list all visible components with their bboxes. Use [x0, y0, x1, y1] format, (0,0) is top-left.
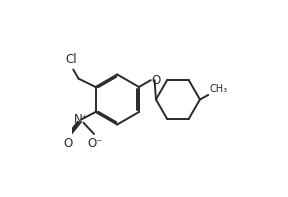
- Text: N⁺: N⁺: [74, 113, 89, 126]
- Text: CH₃: CH₃: [209, 84, 227, 94]
- Text: O: O: [151, 74, 161, 87]
- Text: O⁻: O⁻: [87, 137, 103, 150]
- Text: Cl: Cl: [65, 53, 77, 66]
- Text: O: O: [64, 138, 73, 151]
